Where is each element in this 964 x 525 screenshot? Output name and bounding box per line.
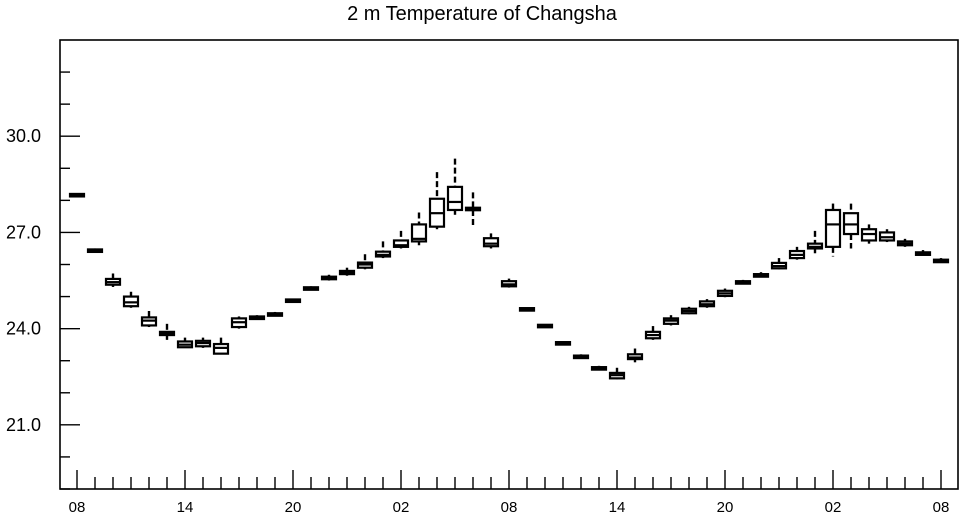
box-plot-mark: [284, 298, 302, 304]
box-plot-mark: [896, 238, 914, 247]
box-plot-mark: [446, 158, 464, 215]
box-plot-mark: [104, 273, 122, 287]
box-plot-mark: [212, 337, 230, 355]
box-plot-mark: [806, 230, 824, 254]
box-plot-mark: [536, 323, 554, 329]
y-axis: 21.0 24.0 27.0 30.0: [6, 71, 80, 490]
x-tick-label: 20: [285, 499, 302, 516]
box-plot-mark: [590, 365, 608, 371]
box-iqr: [824, 208, 842, 248]
box-plot-mark: [662, 315, 680, 326]
box-plot-mark: [86, 248, 104, 254]
box-plot-mark: [734, 279, 752, 285]
box-plot-mark: [176, 337, 194, 349]
box-plot-mark: [230, 316, 248, 329]
box-plot-mark: [680, 306, 698, 315]
chart-title: 2 m Temperature of Changsha: [347, 3, 617, 25]
x-tick-label: 14: [609, 499, 626, 516]
box-plot-mark: [158, 323, 176, 340]
box-iqr: [410, 223, 428, 243]
box-plot-mark: [410, 212, 428, 246]
x-tick-label: 08: [501, 499, 518, 516]
x-tick-label: 08: [933, 499, 950, 516]
box-plot-mark: [248, 315, 266, 321]
y-tick-label: 21.0: [6, 415, 41, 435]
box-plot-mark: [374, 241, 392, 259]
box-plot-mark: [842, 203, 860, 249]
box-plot-mark: [320, 274, 338, 281]
box-plot-mark: [608, 367, 626, 380]
y-tick-label: 30.0: [6, 126, 41, 146]
box-iqr: [482, 237, 500, 248]
box-plot-mark: [626, 348, 644, 363]
x-tick-label: 14: [177, 499, 194, 516]
box-plot-mark: [716, 288, 734, 298]
box-plot-mark: [194, 337, 212, 348]
box-iqr: [446, 185, 464, 212]
box-plot-mark: [140, 311, 158, 328]
box-plot-mark: [482, 233, 500, 249]
box-plot-mark: [860, 224, 878, 244]
box-plot-mark: [518, 307, 536, 312]
box-plot-mark: [824, 203, 842, 257]
box-plot-mark: [122, 291, 140, 308]
box-plot-mark: [338, 267, 356, 276]
box-plot-mark: [788, 246, 806, 260]
box-plot-mark: [554, 341, 572, 346]
box-plot-mark: [878, 229, 896, 243]
box-series: [68, 158, 950, 380]
plot-frame: [59, 39, 959, 490]
box-plot-mark: [932, 258, 950, 264]
box-plot-mark: [500, 278, 518, 288]
box-plot-mark: [644, 326, 662, 340]
y-tick-label: 24.0: [6, 319, 41, 339]
x-tick-label: 02: [825, 499, 842, 516]
x-axis: 08 14 20 02 08 14 20 02 08: [69, 470, 950, 516]
box-plot-mark: [302, 286, 320, 291]
box-plot-mark: [392, 230, 410, 249]
box-plot-mark: [752, 272, 770, 278]
x-tick-label: 02: [393, 499, 410, 516]
box-plot-mark: [464, 192, 482, 227]
y-tick-label: 27.0: [6, 222, 41, 242]
box-plot-mark: [770, 258, 788, 270]
box-iqr: [392, 239, 410, 248]
box-plot-mark: [266, 311, 284, 317]
box-plot-mark: [572, 354, 590, 360]
x-tick-label: 08: [69, 499, 86, 516]
box-plot-mark: [428, 172, 446, 230]
box-plot-mark: [698, 299, 716, 308]
box-plot-mark: [356, 254, 374, 270]
box-plot-mark: [914, 250, 932, 256]
box-plot-mark: [68, 192, 86, 198]
x-tick-label: 20: [717, 499, 734, 516]
